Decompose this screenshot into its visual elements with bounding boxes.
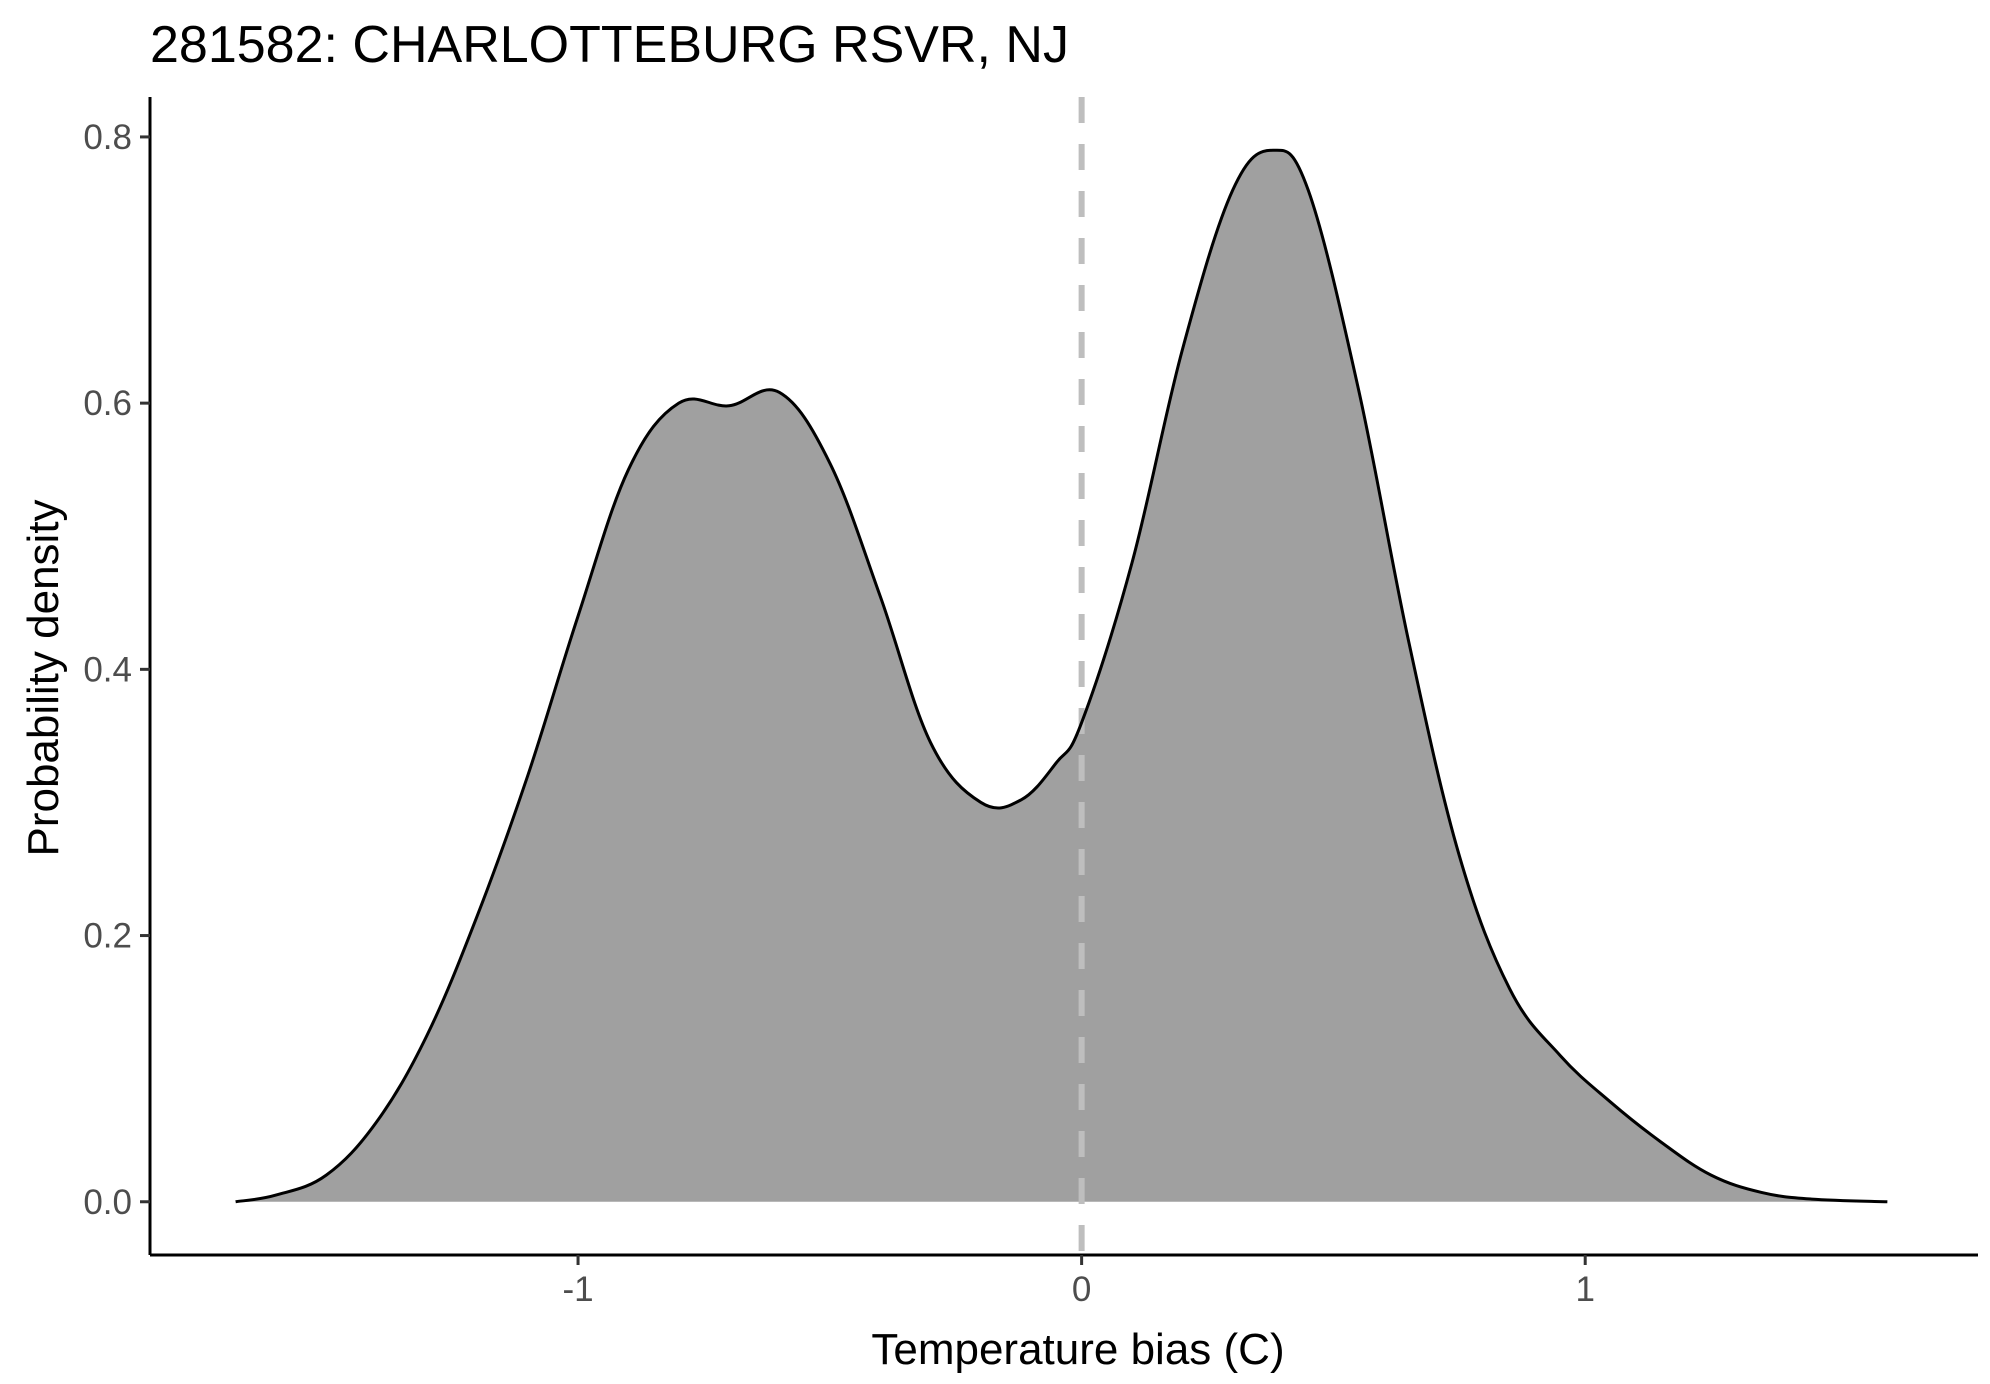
y-tick-label: 0.2: [83, 917, 132, 956]
plot-area: [235, 97, 1888, 1255]
density-curve-line: [235, 148, 1888, 1204]
density-area-fill: [235, 150, 1888, 1202]
y-axis-title: Probability density: [19, 499, 68, 856]
y-tick-label: 0.8: [83, 118, 132, 157]
x-tick-label: -1: [562, 1270, 593, 1309]
x-axis-title: Temperature bias (C): [871, 1325, 1284, 1374]
axes: 0.0 0.2 0.4 0.6 0.8 -1 0 1: [83, 97, 1978, 1309]
chart-title: 281582: CHARLOTTEBURG RSVR, NJ: [150, 16, 1069, 74]
x-tick-label: 0: [1072, 1270, 1091, 1309]
x-tick-label: 1: [1575, 1270, 1594, 1309]
y-tick-label: 0.4: [83, 650, 132, 689]
y-tick-label: 0.0: [83, 1183, 132, 1222]
y-tick-label: 0.6: [83, 384, 132, 423]
